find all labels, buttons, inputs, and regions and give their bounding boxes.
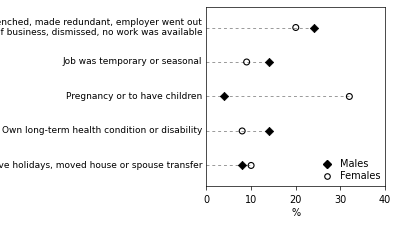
X-axis label: %: % xyxy=(291,208,300,218)
Point xyxy=(243,60,250,64)
Point xyxy=(266,60,272,64)
Point xyxy=(310,26,317,29)
Point xyxy=(266,129,272,133)
Point xyxy=(239,164,245,167)
Point xyxy=(248,164,254,167)
Point xyxy=(221,95,227,98)
Point xyxy=(239,129,245,133)
Point xyxy=(346,95,353,98)
Legend: Males, Females: Males, Females xyxy=(317,159,380,181)
Point xyxy=(293,26,299,29)
